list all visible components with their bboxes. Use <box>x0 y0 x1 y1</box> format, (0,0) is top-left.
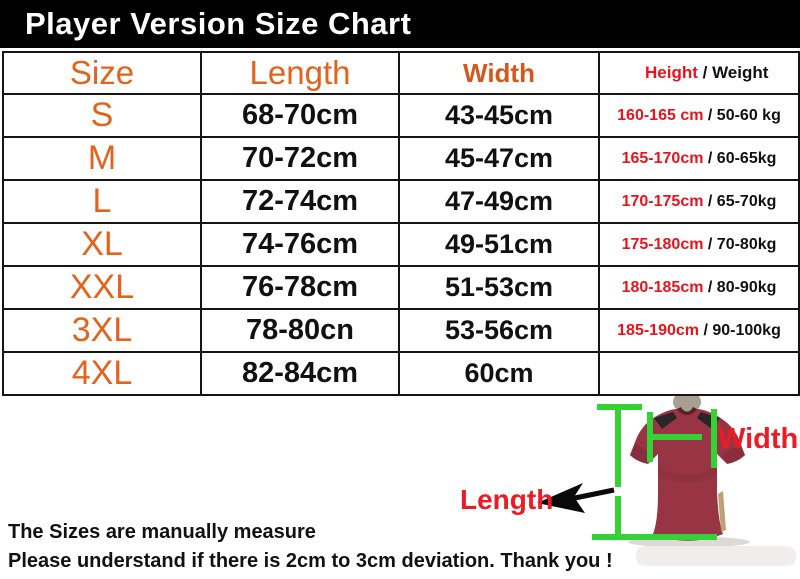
length-cell: 78-80cn <box>200 308 400 353</box>
arrow-icon <box>537 483 615 513</box>
column-header-length: Length <box>200 51 400 95</box>
sleeve-shade-right <box>721 443 745 463</box>
length-cell: 70-72cm <box>200 136 400 181</box>
side-panel <box>718 491 726 532</box>
length-measure-line <box>592 404 717 540</box>
table-header-row: Size Length Width Height / Weight <box>2 51 800 95</box>
height-weight-cell: 170-175cm / 65-70kg <box>598 179 800 224</box>
width-cell: 47-49cm <box>398 179 600 224</box>
height-weight-cell: 165-170cm / 60-65kg <box>598 136 800 181</box>
width-cell: 43-45cm <box>398 93 600 138</box>
height-weight-cell: 160-165 cm / 50-60 kg <box>598 93 800 138</box>
table-row: 3XL 78-80cn 53-56cm 185-190cm / 90-100kg <box>2 308 800 353</box>
width-cell: 51-53cm <box>398 265 600 310</box>
width-cell: 60cm <box>398 351 600 396</box>
header-weight-label: Weight <box>712 63 769 82</box>
header-height-label: Height <box>645 63 698 82</box>
column-header-height-weight: Height / Weight <box>598 51 800 95</box>
length-cell: 72-74cm <box>200 179 400 224</box>
height-weight-cell: 180-185cm / 80-90kg <box>598 265 800 310</box>
width-label: Width <box>718 423 798 455</box>
length-cell: 76-78cm <box>200 265 400 310</box>
table-row: M 70-72cm 45-47cm 165-170cm / 60-65kg <box>2 136 800 181</box>
size-chart-table: Size Length Width Height / Weight S 68-7… <box>2 51 800 396</box>
length-cell: 68-70cm <box>200 93 400 138</box>
height-weight-cell: 185-190cm / 90-100kg <box>598 308 800 353</box>
table-row: 4XL 82-84cm 60cm <box>2 351 800 396</box>
chest-shade <box>658 466 717 483</box>
header-separator: / <box>697 63 713 82</box>
column-header-width: Width <box>398 51 600 95</box>
size-cell: XL <box>2 222 202 267</box>
measurement-diagram: Length Width <box>460 396 798 566</box>
width-measure-line <box>647 409 717 468</box>
column-header-size: Size <box>2 51 202 95</box>
height-weight-cell <box>598 351 800 396</box>
page-title: Player Version Size Chart <box>25 6 412 41</box>
table-row: XXL 76-78cm 51-53cm 180-185cm / 80-90kg <box>2 265 800 310</box>
note-measure: The Sizes are manually measure <box>8 521 316 543</box>
shoulder-patch-left <box>654 412 677 429</box>
width-cell: 49-51cm <box>398 222 600 267</box>
table-row: S 68-70cm 43-45cm 160-165 cm / 50-60 kg <box>2 93 800 138</box>
note-deviation: Please understand if there is 2cm to 3cm… <box>8 550 613 572</box>
size-cell: S <box>2 93 202 138</box>
height-weight-cell: 175-180cm / 70-80kg <box>598 222 800 267</box>
size-cell: 3XL <box>2 308 202 353</box>
length-cell: 74-76cm <box>200 222 400 267</box>
width-cell: 45-47cm <box>398 136 600 181</box>
length-cell: 82-84cm <box>200 351 400 396</box>
size-cell: M <box>2 136 202 181</box>
table-row: XL 74-76cm 49-51cm 175-180cm / 70-80kg <box>2 222 800 267</box>
size-cell: L <box>2 179 202 224</box>
size-cell: 4XL <box>2 351 202 396</box>
length-label: Length <box>460 484 553 515</box>
size-cell: XXL <box>2 265 202 310</box>
jersey-collar <box>677 407 697 415</box>
table-row: L 72-74cm 47-49cm 170-175cm / 65-70kg <box>2 179 800 224</box>
watermark-blob <box>636 546 796 566</box>
title-bar: Player Version Size Chart <box>0 0 800 48</box>
width-cell: 53-56cm <box>398 308 600 353</box>
